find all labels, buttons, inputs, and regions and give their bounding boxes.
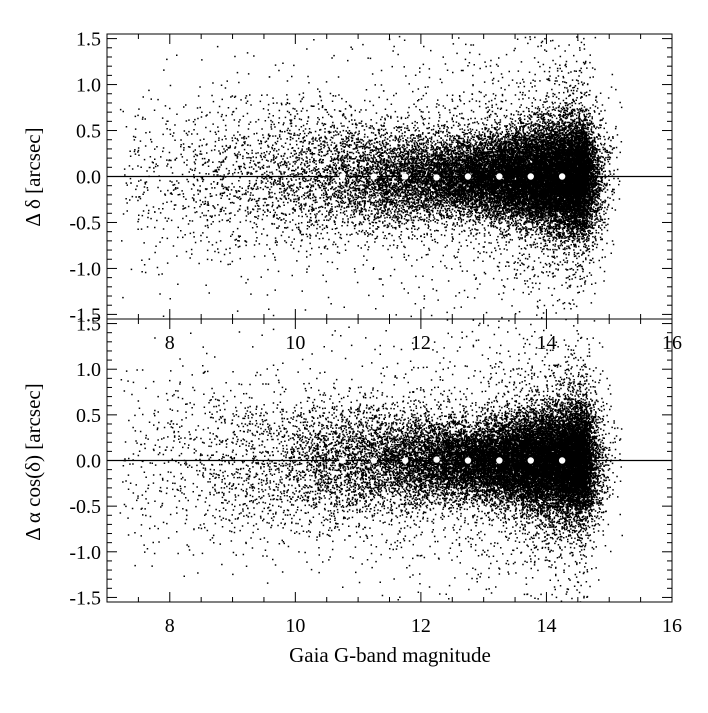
bottom-y-tick-label: 1.0	[76, 359, 101, 381]
top-y-axis-title: Δ δ [arcsec]	[21, 127, 45, 226]
bottom-median-point-2	[402, 457, 408, 463]
top-median-point-6	[528, 173, 534, 179]
bottom-median-point-5	[496, 457, 502, 463]
bottom-median-point-4	[465, 457, 471, 463]
top-x-tick-label: 10	[285, 332, 305, 354]
top-y-tick-label: 0.0	[76, 167, 101, 189]
bottom-median-point-7	[559, 457, 565, 463]
top-x-tick-label: 8	[165, 332, 175, 354]
bottom-y-tick-label: 0.0	[76, 451, 101, 473]
bottom-panel: 8 10 12 14 16 -1.5 -1.0 -0.5 0.0 0.5 1.0 1.5 Δ α co…	[21, 314, 682, 667]
bottom-x-tick-label: 16	[662, 615, 682, 637]
bottom-median-point-3	[433, 456, 439, 462]
bottom-median-point-6	[528, 457, 534, 463]
bottom-x-tick-label: 12	[411, 615, 431, 637]
bottom-median-point-0	[339, 457, 345, 463]
top-x-tick-label: 12	[411, 332, 431, 354]
bottom-x-tick-label: 8	[165, 615, 175, 637]
top-y-tick-label: -0.5	[69, 212, 101, 234]
bottom-y-tick-label: 0.5	[76, 405, 101, 427]
bottom-x-tick-label: 14	[536, 615, 556, 637]
top-median-point-4	[465, 173, 471, 179]
top-median-point-5	[496, 173, 502, 179]
bottom-y-axis-title: Δ α cos(δ) [arcsec]	[21, 383, 45, 540]
top-median-point-1	[371, 173, 377, 179]
top-median-point-3	[433, 174, 439, 180]
top-median-point-2	[402, 173, 408, 179]
bottom-y-tick-label: -1.5	[69, 587, 101, 609]
x-axis-title: Gaia G-band magnitude	[289, 643, 491, 667]
top-y-tick-label: -1.0	[69, 258, 101, 280]
bottom-median-point-1	[371, 457, 377, 463]
top-median-point-7	[559, 173, 565, 179]
top-y-tick-label: 1.0	[76, 75, 101, 97]
bottom-y-tick-label: -1.0	[69, 542, 101, 564]
top-y-tick-label: 1.5	[76, 29, 101, 51]
bottom-y-tick-label: -0.5	[69, 496, 101, 518]
top-panel: 8 10 12 14 16-1.5-1.0-0.50.00.51.01.5 Δ δ [a…	[21, 29, 682, 354]
bottom-x-tick-label: 10	[285, 615, 305, 637]
top-y-tick-label: 0.5	[76, 121, 101, 143]
bottom-y-tick-label: 1.5	[76, 314, 101, 336]
top-median-point-0	[339, 173, 345, 179]
